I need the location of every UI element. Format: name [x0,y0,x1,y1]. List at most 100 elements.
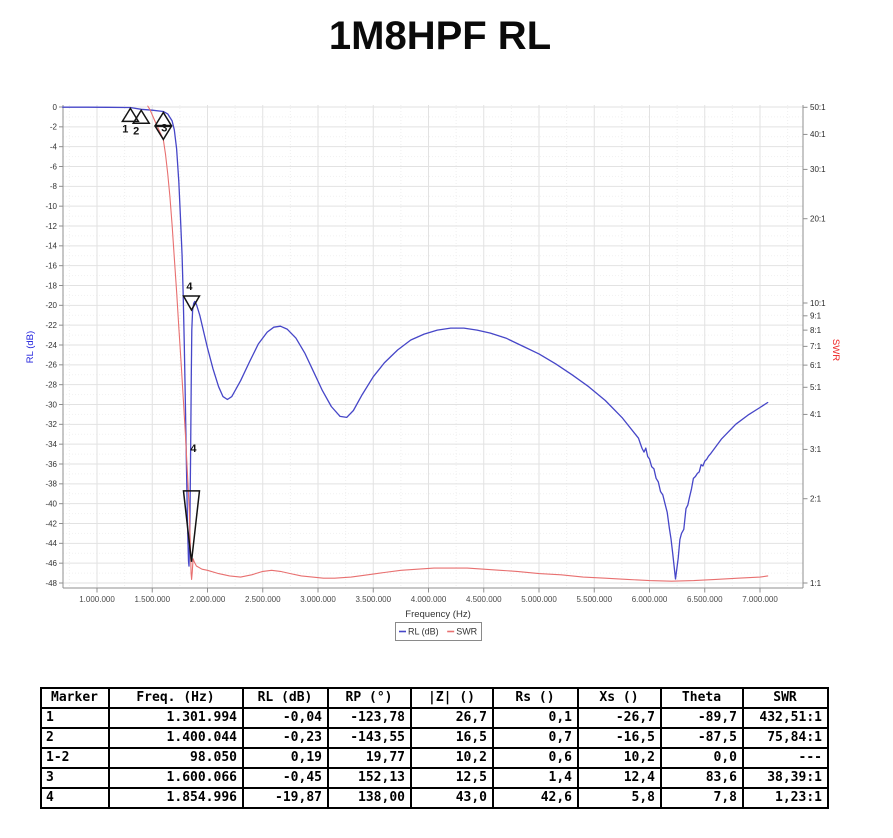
svg-text:-30: -30 [45,400,57,409]
table-cell: 3 [40,767,110,789]
svg-text:-32: -32 [45,420,57,429]
table-cell: 12,4 [577,767,662,789]
swr-trace [147,105,769,582]
svg-text:-16: -16 [45,261,57,270]
marker-label-4: 4 [186,281,193,293]
table-cell: 1 [40,707,110,729]
svg-text:1.000.000: 1.000.000 [79,595,115,604]
table-header-cell: Marker [40,687,110,709]
chart-markers: 1 2 3 4 4 [121,106,201,562]
table-cell: 0,7 [492,727,579,749]
svg-text:-12: -12 [45,222,57,231]
table-header-cell: SWR [742,687,829,709]
table-cell: 19,77 [327,747,412,769]
table-cell: -143,55 [327,727,412,749]
table-header-cell: Theta [660,687,744,709]
marker-table: Marker Freq. (Hz) RL (dB) RP (°) |Z| () Rs ()… [40,687,829,809]
table-cell: 1.600.066 [108,767,244,789]
svg-text:20:1: 20:1 [810,215,826,224]
table-cell: 5,8 [577,787,662,809]
table-cell: -26,7 [577,707,662,729]
table-cell: -89,7 [660,707,744,729]
table-cell: -0,04 [242,707,329,729]
table-cell: -19,87 [242,787,329,809]
table-cell: 1.301.994 [108,707,244,729]
marker-triangle-3 [153,111,173,127]
table-cell: 10,2 [410,747,494,769]
svg-text:30:1: 30:1 [810,165,826,174]
marker-label-1: 1 [122,123,128,135]
y-axis-right: 50:1 40:1 30:1 20:1 10:1 9:1 8:1 7:1 6:1 5:1 4:1 3:… [803,103,826,588]
table-header-cell: RP (°) [327,687,412,709]
svg-text:6.500.000: 6.500.000 [687,595,723,604]
table-cell: 1.854.996 [108,787,244,809]
table-cell: -123,78 [327,707,412,729]
svg-text:-24: -24 [45,341,57,350]
svg-text:-14: -14 [45,242,57,251]
table-cell: 1.400.044 [108,727,244,749]
marker-label-2: 2 [133,125,139,137]
svg-text:5.500.000: 5.500.000 [576,595,612,604]
svg-text:1:1: 1:1 [810,579,822,588]
table-header-row: Marker Freq. (Hz) RL (dB) RP (°) |Z| () Rs ()… [40,687,829,709]
plot-grid [63,105,803,588]
table-row: 1 1.301.994 -0,04 -123,78 26,7 0,1 -26,7 -89,7 4… [40,707,829,729]
svg-text:10:1: 10:1 [810,299,826,308]
table-cell: -87,5 [660,727,744,749]
svg-text:3:1: 3:1 [810,445,822,454]
chart-canvas: 0 -2 -4 -6 -8 -10 -12 -14 -16 -18 -20 -22 -24 -26 -28 -… [25,103,841,641]
y-axis-left-title: RL (dB) [25,331,36,363]
svg-text:50:1: 50:1 [810,103,826,112]
table-cell: 0,1 [492,707,579,729]
svg-text:-48: -48 [45,579,57,588]
table-row: 4 1.854.996 -19,87 138,00 43,0 42,6 5,8 7,8 1,23… [40,787,829,809]
x-axis: 1.000.000 1.500.000 2.000.000 2.500.000 3.00… [79,588,778,604]
svg-text:4:1: 4:1 [810,410,822,419]
svg-text:-44: -44 [45,539,57,548]
rl-trace [62,106,769,580]
table-header-cell: Freq. (Hz) [108,687,244,709]
svg-text:-18: -18 [45,281,57,290]
marker-triangle-3 [153,125,173,141]
svg-text:-22: -22 [45,321,57,330]
axes [62,105,804,589]
svg-text:-8: -8 [50,182,58,191]
table-cell: 0,19 [242,747,329,769]
svg-text:9:1: 9:1 [810,312,822,321]
table-cell: 26,7 [410,707,494,729]
table-cell: -0,45 [242,767,329,789]
svg-text:-4: -4 [50,142,58,151]
svg-text:-38: -38 [45,480,57,489]
svg-text:1.500.000: 1.500.000 [134,595,170,604]
table-cell: 4 [40,787,110,809]
chart-legend: RL (dB) SWR [395,622,482,641]
table-cell: 152,13 [327,767,412,789]
table-cell: 138,00 [327,787,412,809]
table-cell: 7,8 [660,787,744,809]
marker-label-4: 4 [190,443,197,455]
marker-triangle-2 [131,108,151,125]
table-cell: 38,39:1 [742,767,829,789]
table-cell: 1,23:1 [742,787,829,809]
table-cell: -0,23 [242,727,329,749]
svg-text:6.000.000: 6.000.000 [632,595,668,604]
table-header-cell: Rs () [492,687,579,709]
table-cell: 98.050 [108,747,244,769]
svg-text:-36: -36 [45,460,57,469]
svg-text:-10: -10 [45,202,57,211]
table-cell: 2 [40,727,110,749]
table-row: 1-2 98.050 0,19 19,77 10,2 0,6 10,2 0,0 --- [40,747,829,769]
svg-text:8:1: 8:1 [810,326,822,335]
svg-text:-20: -20 [45,301,57,310]
table-cell: 0,0 [660,747,744,769]
table-cell: 432,51:1 [742,707,829,729]
table-header-cell: |Z| () [410,687,494,709]
svg-text:0: 0 [53,103,58,112]
marker-triangle-1 [121,106,140,123]
svg-text:-28: -28 [45,380,57,389]
table-row: 2 1.400.044 -0,23 -143,55 16,5 0,7 -16,5 -87,5 7… [40,727,829,749]
legend-label-1: SWR [456,627,477,637]
svg-text:-2: -2 [50,123,58,132]
svg-text:4.000.000: 4.000.000 [411,595,447,604]
table-cell: 83,6 [660,767,744,789]
